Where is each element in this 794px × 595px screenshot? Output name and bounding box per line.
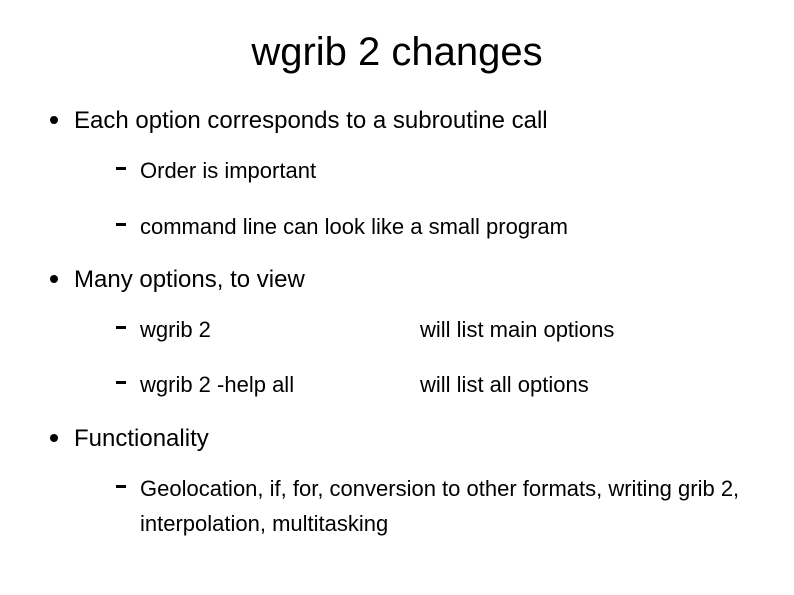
- sub-list: wgrib 2 will list main options wgrib 2 -…: [74, 312, 754, 402]
- sub-left: wgrib 2: [140, 312, 420, 347]
- two-col-row: wgrib 2 -help all will list all options: [140, 367, 754, 402]
- sub-item: Geolocation, if, for, conversion to othe…: [112, 471, 754, 541]
- sub-text: Order is important: [140, 158, 316, 183]
- bullet-text: Each option corresponds to a subroutine …: [74, 107, 548, 134]
- bullet-item: Many options, to view wgrib 2 will list …: [40, 264, 754, 403]
- bullet-item: Functionality Geolocation, if, for, conv…: [40, 423, 754, 542]
- sub-list: Order is important command line can look…: [74, 153, 754, 243]
- sub-list: Geolocation, if, for, conversion to othe…: [74, 471, 754, 541]
- sub-item: Order is important: [112, 153, 754, 188]
- sub-item: wgrib 2 -help all will list all options: [112, 367, 754, 402]
- sub-right: will list all options: [420, 367, 754, 402]
- sub-right: will list main options: [420, 312, 754, 347]
- sub-item: wgrib 2 will list main options: [112, 312, 754, 347]
- slide: wgrib 2 changes Each option corresponds …: [0, 0, 794, 595]
- bullet-list: Each option corresponds to a subroutine …: [40, 105, 754, 541]
- slide-title: wgrib 2 changes: [40, 30, 754, 75]
- two-col-row: wgrib 2 will list main options: [140, 312, 754, 347]
- sub-left: wgrib 2 -help all: [140, 367, 420, 402]
- bullet-item: Each option corresponds to a subroutine …: [40, 105, 754, 244]
- bullet-text: Many options, to view: [74, 266, 305, 293]
- sub-item: command line can look like a small progr…: [112, 209, 754, 244]
- sub-text: Geolocation, if, for, conversion to othe…: [140, 476, 739, 536]
- sub-text: command line can look like a small progr…: [140, 214, 568, 239]
- bullet-text: Functionality: [74, 425, 209, 452]
